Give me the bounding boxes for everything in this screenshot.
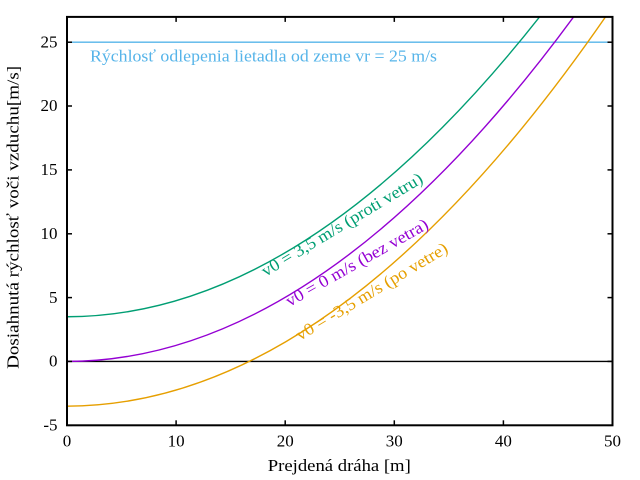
svg-text:15: 15 — [41, 160, 58, 179]
svg-text:25: 25 — [41, 32, 58, 51]
svg-text:40: 40 — [495, 432, 512, 451]
svg-text:10: 10 — [168, 432, 185, 451]
svg-text:30: 30 — [386, 432, 403, 451]
svg-text:0: 0 — [63, 432, 72, 451]
svg-text:10: 10 — [41, 224, 58, 243]
svg-text:Rýchlosť odlepenia lietadla od: Rýchlosť odlepenia lietadla od zeme vr =… — [90, 46, 437, 65]
svg-text:0: 0 — [49, 352, 58, 371]
svg-text:-5: -5 — [43, 416, 57, 435]
svg-text:5: 5 — [49, 288, 58, 307]
svg-text:50: 50 — [604, 432, 621, 451]
svg-text:Dosiahnutá rýchlosť voči vzduc: Dosiahnutá rýchlosť voči vzduchu[m/s] — [4, 66, 23, 369]
svg-text:20: 20 — [277, 432, 294, 451]
svg-text:Prejdená dráha [m]: Prejdená dráha [m] — [268, 456, 411, 475]
svg-text:20: 20 — [41, 96, 58, 115]
